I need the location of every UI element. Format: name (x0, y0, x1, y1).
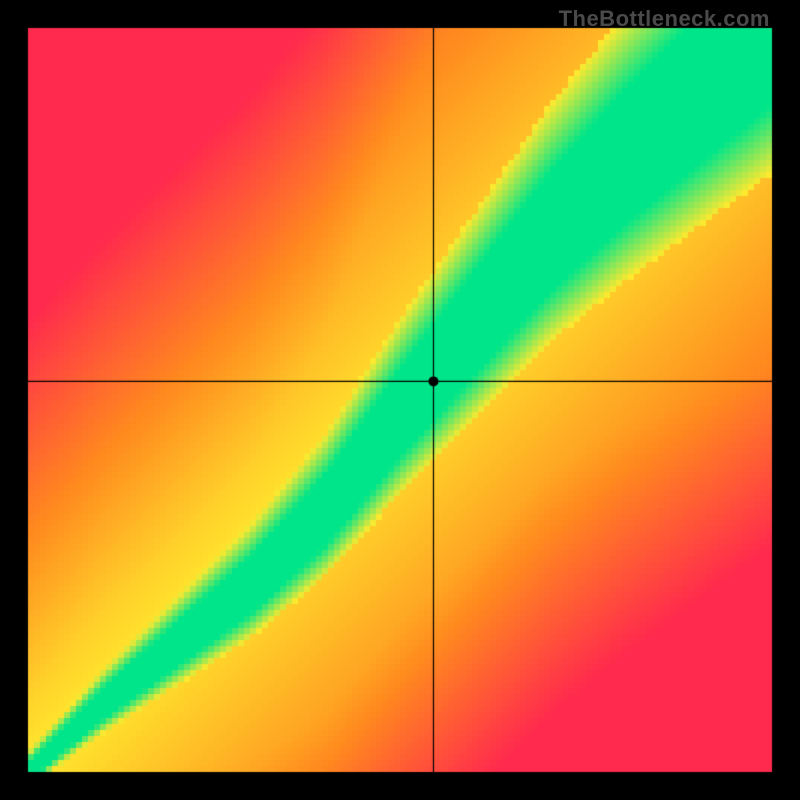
chart-frame: TheBottleneck.com (0, 0, 800, 800)
bottleneck-heatmap-canvas (0, 0, 800, 800)
watermark-label: TheBottleneck.com (559, 6, 770, 32)
